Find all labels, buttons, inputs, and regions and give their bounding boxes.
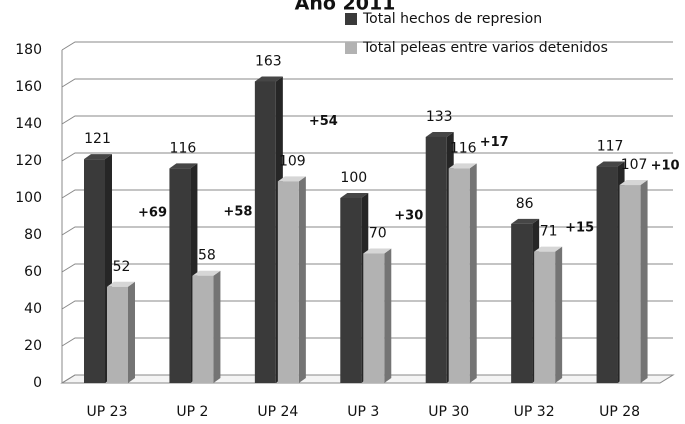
grid-line xyxy=(61,78,673,88)
bar-front xyxy=(363,253,385,383)
data-label: 133 xyxy=(426,109,453,125)
legend-label: Total hechos de represion xyxy=(362,11,542,27)
bar xyxy=(192,270,221,383)
legend-swatch xyxy=(345,13,357,25)
bar-top xyxy=(169,163,198,169)
data-label: 52 xyxy=(113,259,131,275)
bar-front xyxy=(619,185,641,383)
annotation: +17 xyxy=(480,135,509,150)
bar-side xyxy=(128,281,135,383)
bar-front xyxy=(192,275,214,383)
grid-line xyxy=(61,152,673,162)
grid-line xyxy=(61,115,673,125)
bar-side xyxy=(640,180,648,383)
bar-front xyxy=(340,198,362,383)
bar xyxy=(619,180,648,383)
annotation: +58 xyxy=(223,205,252,220)
y-tick-label: 20 xyxy=(24,338,42,354)
legend-label: Total peleas entre varios detenidos xyxy=(362,40,608,56)
annotation: +54 xyxy=(309,114,338,129)
x-tick-label: UP 24 xyxy=(257,404,298,420)
x-tick-label: UP 30 xyxy=(428,404,469,420)
bar-side xyxy=(555,246,563,383)
bar-front xyxy=(596,166,618,383)
bar-top xyxy=(84,154,112,160)
annotation: +30 xyxy=(394,208,423,223)
bar-side xyxy=(384,248,392,383)
x-tick-label: UP 2 xyxy=(176,404,208,420)
bar-side xyxy=(298,176,306,383)
bar-top xyxy=(254,76,283,82)
data-label: 70 xyxy=(369,226,387,242)
y-tick-label: 120 xyxy=(15,153,42,169)
bar-front xyxy=(425,136,447,383)
data-label: 71 xyxy=(540,224,558,240)
bar xyxy=(277,176,306,383)
bar-front xyxy=(448,168,470,383)
annotation: +69 xyxy=(138,205,167,220)
annotation: +15 xyxy=(565,220,594,235)
bar-side xyxy=(213,270,221,383)
x-tick-label: UP 23 xyxy=(87,404,128,420)
x-tick-label: UP 28 xyxy=(599,404,640,420)
bar-front xyxy=(107,286,128,383)
bar-front xyxy=(534,251,556,383)
bar-top xyxy=(448,163,477,169)
grid-line xyxy=(61,41,673,51)
bar-top xyxy=(363,248,392,254)
bar-front xyxy=(169,168,191,383)
bar-top xyxy=(534,246,563,252)
bar-top xyxy=(619,180,648,186)
bar-front xyxy=(254,81,276,383)
data-label: 107 xyxy=(621,157,648,173)
bar-top xyxy=(425,131,454,137)
bar-front xyxy=(511,223,533,383)
data-label: 116 xyxy=(450,140,477,156)
data-label: 58 xyxy=(198,248,216,264)
data-label: 116 xyxy=(170,140,197,156)
y-tick-label: 80 xyxy=(24,227,42,243)
bar xyxy=(448,163,477,383)
x-tick-label: UP 32 xyxy=(514,404,555,420)
data-label: 109 xyxy=(279,153,306,169)
bar-front xyxy=(84,159,105,383)
data-label: 100 xyxy=(340,170,367,186)
bar xyxy=(363,248,392,383)
legend-swatch xyxy=(345,42,357,54)
bar-top xyxy=(277,176,306,182)
data-label: 117 xyxy=(597,139,624,155)
bar xyxy=(107,281,135,383)
bar-top xyxy=(340,193,369,198)
y-tick-label: 160 xyxy=(15,79,42,95)
y-tick-label: 0 xyxy=(33,375,42,391)
bar-top xyxy=(107,281,135,287)
y-tick-label: 100 xyxy=(15,190,42,206)
y-tick-label: 60 xyxy=(24,264,42,280)
bar-top xyxy=(596,161,625,167)
data-label: 121 xyxy=(84,131,111,147)
y-tick-label: 180 xyxy=(15,42,42,58)
data-label: 86 xyxy=(516,196,534,212)
bar-top xyxy=(192,270,221,276)
chart-title: Año 2011 xyxy=(295,0,396,15)
bar-side xyxy=(469,163,477,383)
data-label: 163 xyxy=(255,53,282,69)
bar xyxy=(534,246,563,383)
y-tick-label: 140 xyxy=(15,116,42,132)
bar-front xyxy=(277,181,299,383)
bar-top xyxy=(511,218,540,224)
y-tick-label: 40 xyxy=(24,301,42,317)
annotation: +10 xyxy=(651,158,680,173)
x-tick-label: UP 3 xyxy=(347,404,379,420)
